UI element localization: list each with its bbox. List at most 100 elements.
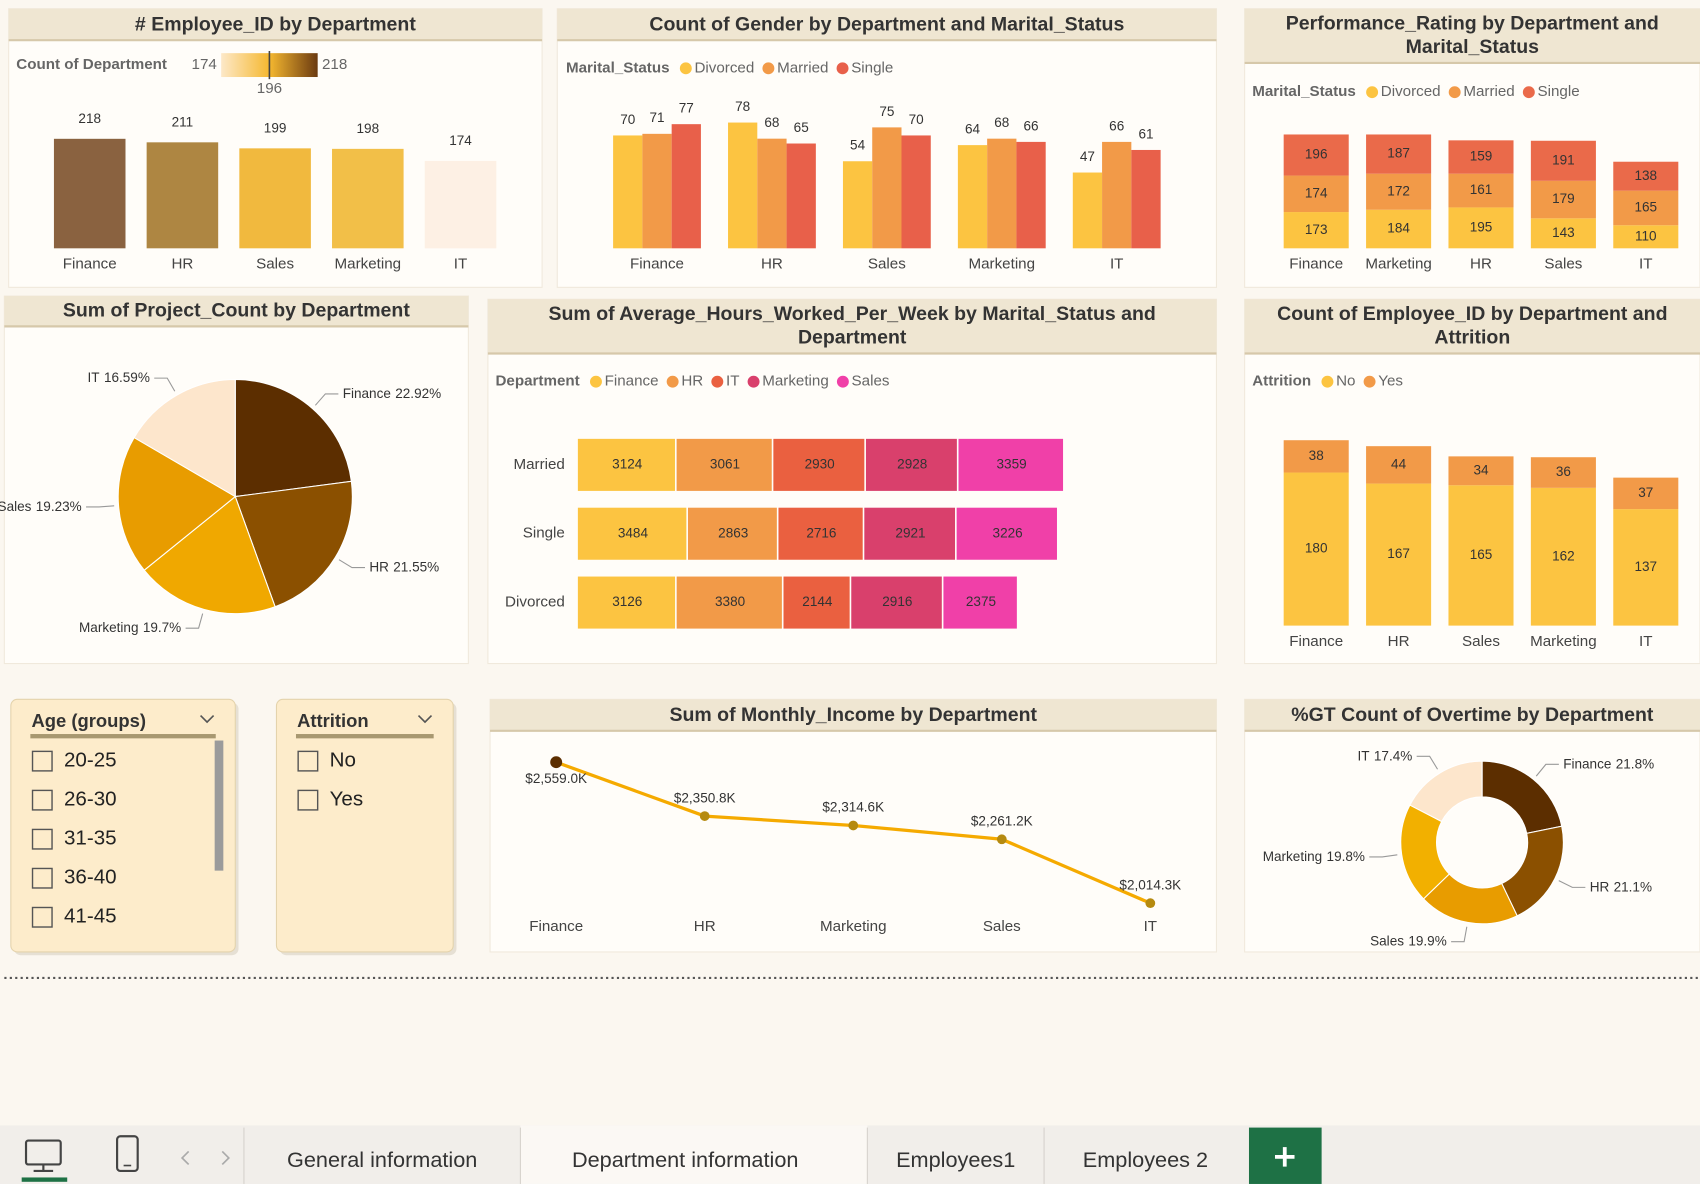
bar-segment [1366,134,1432,174]
legend-title: Department [495,373,579,390]
scrollbar[interactable] [214,740,224,871]
slicer-item[interactable]: 26-30 [64,788,117,811]
slicer-item[interactable]: 36-40 [64,866,117,889]
chart-title: %GT Count of Overtime by Department [1291,703,1654,726]
x-tick-label: Marketing [335,256,402,273]
slice-category: Finance [343,385,391,400]
legend-label: Married [777,59,828,76]
mobile-view-icon[interactable] [116,1135,139,1173]
slicer-item[interactable]: 20-25 [64,749,117,772]
bar-segment [865,438,957,491]
data-label: 36 [1556,464,1571,479]
legend-swatch [836,62,849,75]
checkbox[interactable] [31,789,53,811]
x-tick-label: Finance [1289,633,1343,650]
chart-title: Count of Employee_ID by Department and A… [1277,302,1668,349]
checkbox[interactable] [297,750,319,772]
bar-segment [958,438,1064,491]
checkbox[interactable] [31,906,53,928]
bar-segment [1366,446,1432,484]
x-tick-label: Sales [983,918,1021,935]
bar-segment [778,507,863,560]
legend-swatch [1363,375,1376,388]
x-tick-label: Sales [1544,256,1582,273]
title-box: Sum of Average_Hours_Worked_Per_Week by … [548,302,1156,349]
page-tab[interactable]: Employees 2 [1083,1147,1208,1172]
legend-label: Finance [605,373,659,390]
bar [728,122,758,249]
slicer-item[interactable]: 41-45 [64,905,117,928]
slice-category: IT [1358,748,1370,763]
checkbox[interactable] [31,828,53,850]
data-label: 159 [1470,149,1493,164]
x-tick-label: Sales [1462,633,1500,650]
legend-swatch [836,375,849,388]
x-tick-label: Marketing [1530,633,1597,650]
panel-header [557,8,1217,41]
y-tick-label: Married [513,456,564,473]
page-tab[interactable]: Employees1 [896,1147,1015,1172]
slicer-dropdown[interactable] [417,715,433,724]
slicer-item[interactable]: 31-35 [64,827,117,850]
slicer-item[interactable]: Yes [330,788,364,811]
bar-segment [1283,175,1349,213]
x-tick-label: Marketing [820,918,887,935]
legend-label: HR [681,373,703,390]
title-box: Sum of Monthly_Income by Department [669,703,1037,725]
checkbox[interactable] [297,789,319,811]
x-tick-label: Marketing [1365,256,1432,273]
data-label: 2375 [966,594,996,609]
slicer [10,698,236,953]
leader-line [86,505,115,508]
slice-label: Finance 21.8% [1563,756,1654,771]
page-tab[interactable]: Department information [572,1147,798,1172]
slice-category: Sales [1370,933,1404,948]
bar-segment [1613,161,1679,191]
checkbox[interactable] [31,867,53,889]
data-label: 2916 [882,594,912,609]
leader-line [1535,763,1559,777]
data-label: 2144 [802,594,833,609]
leader-line [1416,755,1439,770]
desktop-view-icon[interactable] [21,1139,68,1182]
data-label: $2,314.6K [822,800,884,815]
data-label: 195 [1470,219,1493,234]
slice-label: IT 17.4% [1358,748,1413,763]
slicer-dropdown[interactable] [199,715,215,724]
data-label: 3380 [715,594,745,609]
x-tick-label: HR [1388,633,1410,650]
slicer-title-rule [295,734,434,739]
page-tab[interactable]: General information [287,1147,477,1172]
prev-page-arrow[interactable] [180,1150,190,1166]
slicer-item[interactable]: No [330,749,356,772]
next-page-arrow[interactable] [221,1150,230,1166]
bar [332,148,404,249]
bar-segment [956,507,1057,560]
slicer [275,698,454,953]
bar-segment [1448,173,1514,208]
bar [239,148,311,249]
data-label: 165 [1470,547,1493,562]
panel-header [490,699,1217,731]
data-label: $2,559.0K [525,771,587,786]
data-label: $2,350.8K [674,790,736,805]
legend-label: Single [1538,83,1580,100]
data-label: 34 [1473,462,1489,477]
panel-header [1244,699,1700,731]
scale-max-label: 218 [322,56,347,73]
bar [146,142,219,249]
chart-title: Performance_Rating by Department and Mar… [1285,12,1659,58]
data-label: 54 [850,138,866,153]
checkbox[interactable] [31,750,53,772]
slice-category: HR [369,559,389,574]
chart-title: Sum of Average_Hours_Worked_Per_Week by … [548,302,1156,349]
data-label: 180 [1305,541,1328,556]
bar-segment [1613,190,1679,226]
bar-segment [1448,140,1514,174]
add-page-button[interactable] [1248,1127,1322,1184]
bar-segment [783,576,850,629]
bar [53,138,126,249]
leader-line [1558,880,1586,888]
slice-value: 19.9% [1408,933,1446,948]
